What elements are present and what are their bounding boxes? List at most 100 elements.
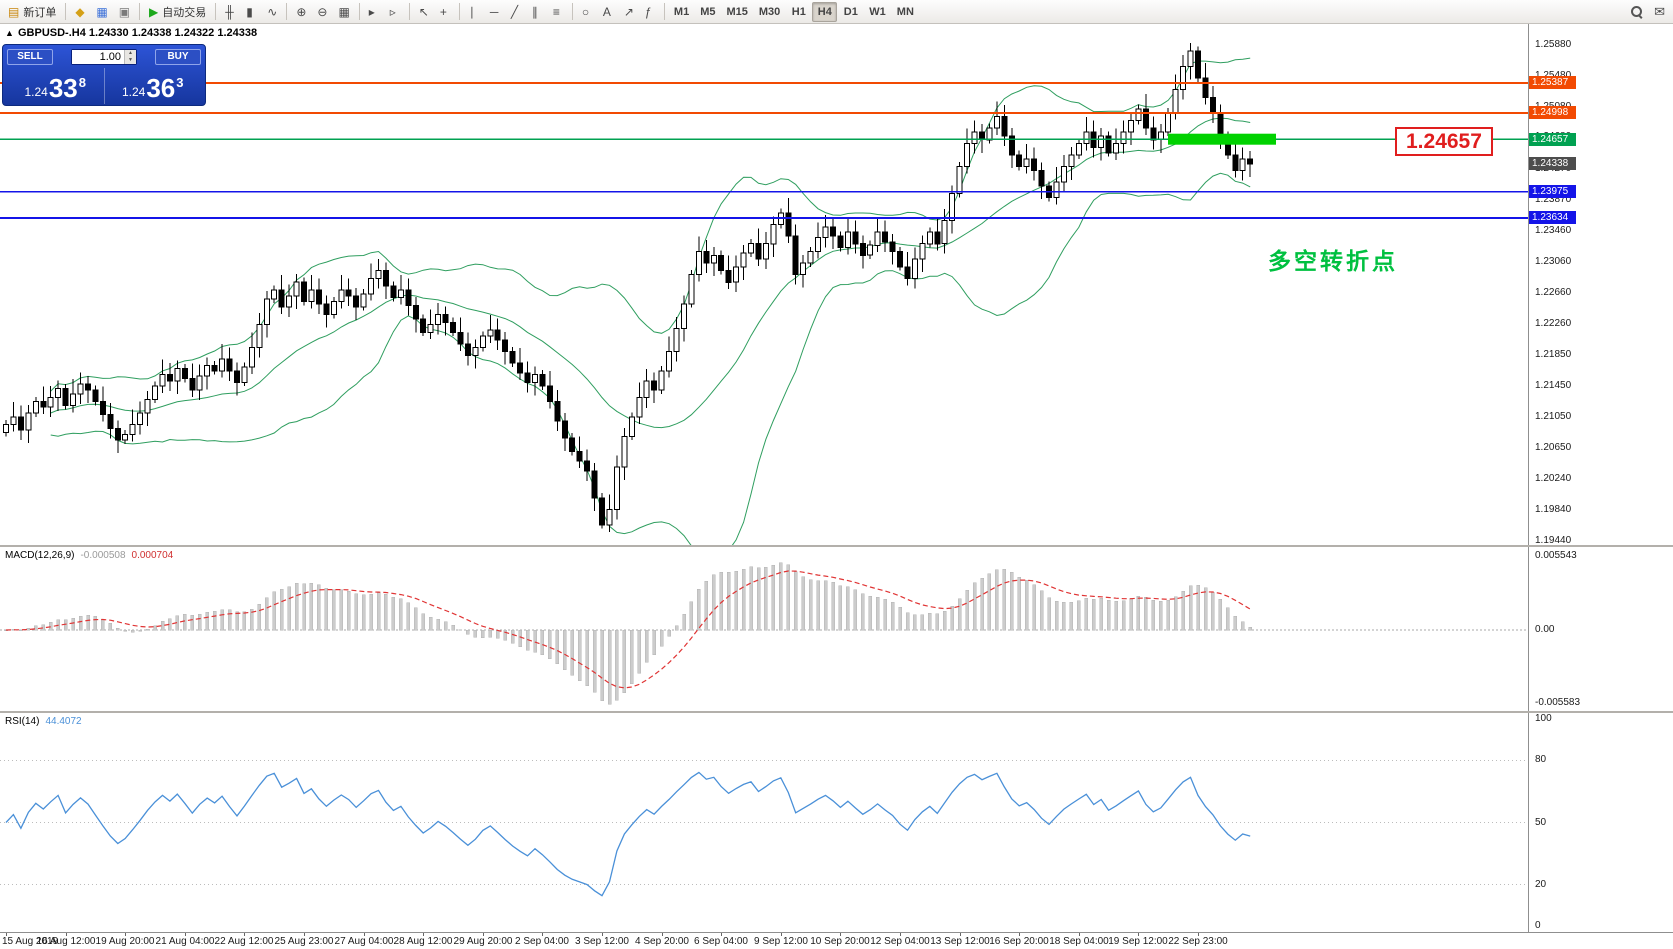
macd-signal-value: 0.000704 — [131, 550, 174, 561]
tf-w1-button[interactable]: W1 — [864, 2, 891, 22]
price-tick: 1.25880 — [1535, 39, 1572, 50]
macd-axis-label: 0.00 — [1535, 624, 1555, 635]
tf-m15-button-label: M15 — [726, 5, 748, 18]
terminal-button[interactable]: ▣ — [114, 2, 135, 22]
vertical-line-button[interactable]: ∣ — [464, 2, 484, 22]
arrow-tool-button[interactable]: ↗ — [619, 2, 639, 22]
vertical-line-icon: ∣ — [468, 4, 475, 19]
channel-button[interactable]: ∥ — [527, 2, 547, 22]
tf-h4-button[interactable]: H4 — [812, 1, 838, 22]
tf-mn-button[interactable]: MN — [892, 2, 919, 22]
rsi-canvas[interactable] — [0, 713, 1528, 932]
main-chart-canvas[interactable] — [0, 24, 1528, 546]
new-order-icon: ▤ — [8, 4, 20, 19]
market-watch-button[interactable]: ▦ — [91, 2, 112, 22]
time-label: 25 Aug 23:00 — [274, 936, 334, 947]
new-order-button[interactable]: ▤ 新订单 — [3, 2, 61, 22]
macd-axis-label: 0.005543 — [1535, 550, 1577, 561]
panel-divider[interactable] — [0, 711, 1673, 713]
time-tick — [185, 933, 186, 936]
bar-chart-button[interactable]: ╫ — [220, 2, 240, 22]
time-tick — [602, 933, 603, 936]
one-click-collapse-toggle[interactable]: ▲ — [5, 28, 14, 38]
price-axis[interactable]: 1.258801.254801.250801.246801.242701.238… — [1528, 24, 1673, 932]
sell-price-button[interactable]: 1.24 33 8 — [7, 68, 105, 104]
macd-label: MACD(12,26,9) -0.000508 0.000704 — [5, 550, 174, 561]
sell-button[interactable]: SELL — [7, 49, 53, 65]
rsi-axis-label: 80 — [1535, 754, 1547, 765]
tile-windows-button[interactable]: ▦ — [333, 2, 354, 22]
time-tick — [6, 933, 7, 936]
chart-shift-button[interactable]: ▹ — [385, 2, 405, 22]
time-label: 12 Sep 04:00 — [870, 936, 930, 947]
rsi-panel[interactable]: RSI(14) 44.4072 — [0, 713, 1528, 932]
zoom-out-button[interactable]: ⊖ — [312, 2, 332, 22]
macd-panel[interactable]: MACD(12,26,9) -0.000508 0.000704 — [0, 547, 1528, 711]
horizontal-line-button[interactable]: ─ — [485, 2, 505, 22]
auto-scroll-button[interactable]: ▸ — [364, 2, 384, 22]
tf-m1-button[interactable]: M1 — [669, 2, 694, 22]
indicators-icon: ƒ — [644, 4, 652, 19]
price-tick: 1.25480 — [1535, 70, 1571, 82]
fibonacci-button[interactable]: ≡ — [548, 2, 568, 22]
time-axis[interactable]: 15 Aug 2019 16 Aug 12:00 19 Aug 20:00 21 Au… — [0, 932, 1673, 949]
tile-windows-icon: ▦ — [338, 4, 350, 19]
tf-mn-button-label: MN — [896, 5, 914, 18]
time-label: 29 Aug 20:00 — [453, 936, 513, 947]
hline-price-box: 1.24657 — [1529, 133, 1576, 146]
buy-price-button[interactable]: 1.24 36 3 — [105, 68, 202, 104]
cursor-button[interactable]: ↖ — [414, 2, 434, 22]
time-label: 9 Sep 12:00 — [754, 936, 808, 947]
trendline-icon: ╱ — [510, 4, 519, 19]
text-label-button[interactable]: A — [598, 2, 618, 22]
crosshair-button[interactable]: + — [435, 2, 455, 22]
mailbox-button[interactable]: ✉ — [1649, 2, 1670, 22]
time-label: 22 Sep 23:00 — [1168, 936, 1228, 947]
metaeditor-button[interactable]: ◆ — [70, 2, 90, 22]
time-label: 4 Sep 20:00 — [635, 936, 689, 947]
rsi-value: 44.4072 — [45, 716, 82, 727]
toolbar-separator — [286, 3, 288, 20]
time-label: 2 Sep 04:00 — [515, 936, 569, 947]
buy-button[interactable]: BUY — [155, 49, 201, 65]
tf-m30-button[interactable]: M30 — [754, 2, 785, 22]
candlestick-chart-button[interactable]: ▮ — [241, 2, 261, 22]
trendline-button[interactable]: ╱ — [506, 2, 526, 22]
hline-price-box: 1.23975 — [1529, 185, 1576, 198]
panel-divider[interactable] — [0, 545, 1673, 547]
macd-main-value: -0.000508 — [80, 550, 126, 561]
one-click-trading-panel: SELL ▲ ▼ BUY 1.24 33 8 1.24 36 3 — [2, 44, 206, 106]
zoom-in-button[interactable]: ⊕ — [291, 2, 311, 22]
price-callout[interactable]: 1.24657 — [1395, 127, 1493, 156]
time-tick — [244, 933, 245, 936]
tf-d1-button[interactable]: D1 — [838, 2, 863, 22]
time-label: 10 Sep 20:00 — [810, 936, 870, 947]
sell-price-point: 8 — [78, 75, 86, 90]
main-chart-panel[interactable]: 多空转折点 1.24657 — [0, 24, 1528, 546]
volume-up-button[interactable]: ▲ — [125, 50, 136, 57]
hline-price-box: 1.23634 — [1529, 211, 1576, 224]
autotrading-button[interactable]: ▶ 自动交易 — [144, 2, 211, 22]
time-label: 6 Sep 04:00 — [694, 936, 748, 947]
price-tick: 1.23060 — [1535, 256, 1572, 267]
indicators-button[interactable]: ƒ — [640, 2, 660, 22]
price-tick: 1.21450 — [1535, 380, 1572, 391]
tf-m15-button[interactable]: M15 — [721, 2, 752, 22]
shapes-button[interactable]: ○ — [577, 2, 597, 22]
tf-m30-button-label: M30 — [758, 5, 781, 18]
macd-canvas[interactable] — [0, 547, 1528, 711]
volume-down-button[interactable]: ▼ — [125, 57, 136, 64]
chart-annotation-text[interactable]: 多空转折点 — [1268, 248, 1398, 274]
tf-h4-button-label: H4 — [817, 5, 832, 18]
tf-h1-button[interactable]: H1 — [786, 2, 811, 22]
hline-price-box: 1.24998 — [1529, 106, 1576, 119]
line-chart-button[interactable]: ∿ — [262, 2, 282, 22]
tf-m5-button[interactable]: M5 — [695, 2, 720, 22]
time-label: 16 Aug 12:00 — [36, 936, 96, 947]
toolbar-separator — [458, 3, 460, 20]
market-watch-icon: ▦ — [96, 4, 108, 19]
volume-input[interactable] — [72, 50, 124, 64]
search-button[interactable] — [1625, 2, 1648, 22]
sell-price-pips: 33 — [48, 73, 78, 103]
